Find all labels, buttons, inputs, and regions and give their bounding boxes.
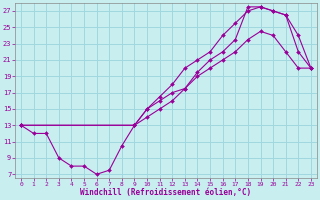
X-axis label: Windchill (Refroidissement éolien,°C): Windchill (Refroidissement éolien,°C) <box>80 188 252 197</box>
